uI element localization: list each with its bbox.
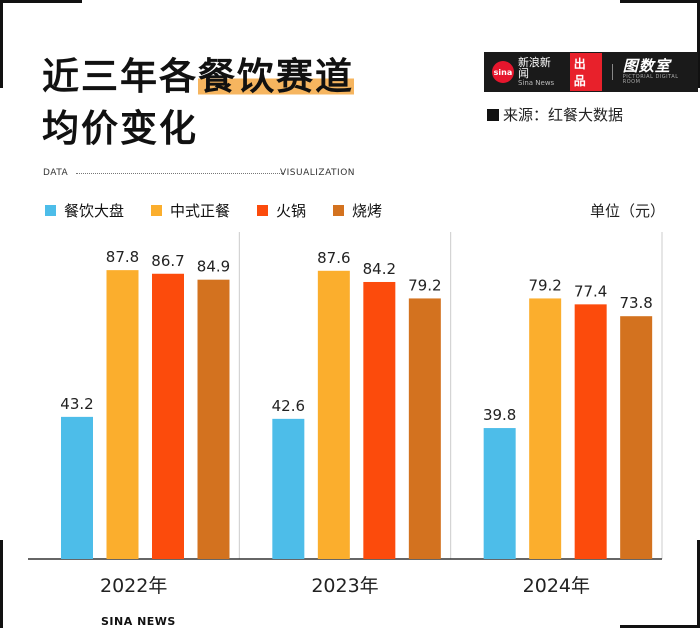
footer-brand: SINA NEWS	[101, 615, 176, 628]
bar	[197, 279, 230, 559]
data-label: 77.4	[574, 282, 607, 300]
band-right-label: VISUALIZATION	[280, 168, 356, 178]
page-title-line2: 均价变化	[42, 107, 198, 150]
bar	[529, 298, 562, 559]
bar	[408, 298, 441, 559]
x-tick-label: 2023年	[311, 575, 378, 597]
unit-label: 单位（元）	[590, 202, 666, 220]
bar	[272, 418, 305, 559]
source-note: 来源：红餐大数据	[487, 104, 623, 125]
brand-bar: sina 新浪新闻 Sina News 出品 图数室 PICTORIAL DIG…	[484, 52, 698, 92]
legend-item: 火锅	[257, 200, 306, 221]
data-label: 84.2	[363, 260, 396, 278]
x-tick-label: 2022年	[100, 575, 167, 597]
bar	[152, 273, 184, 559]
bar	[363, 281, 396, 559]
legend-item: 餐饮大盘	[45, 200, 124, 221]
bar	[483, 428, 516, 559]
legend-swatch	[45, 205, 56, 216]
data-label: 79.2	[408, 276, 441, 294]
data-label: 79.2	[528, 276, 561, 294]
title-highlight: 餐饮赛道	[198, 55, 354, 98]
x-tick-label: 2024年	[523, 575, 590, 597]
tushuo-logo: 图数室 PICTORIAL DIGITAL ROOM	[622, 56, 679, 85]
legend-swatch	[151, 205, 163, 216]
bar	[620, 316, 653, 559]
data-label: 84.9	[197, 258, 230, 276]
data-label: 42.6	[272, 397, 305, 415]
brand-name: 新浪新闻 Sina News	[517, 55, 555, 87]
frame-corner-br-h	[620, 625, 700, 628]
data-label: 39.8	[483, 406, 516, 424]
chupin-badge: 出品	[569, 53, 602, 91]
data-visualization-band: DATA VISUALIZATION	[43, 168, 357, 180]
legend-item: 烧烤	[333, 200, 382, 221]
page-title-line1: 近三年各餐饮赛道	[42, 55, 354, 98]
brand-divider	[611, 64, 613, 80]
frame-corner-br-v	[697, 540, 700, 628]
bar	[106, 270, 139, 559]
sina-logo-icon: sina	[492, 61, 514, 83]
data-label: 86.7	[151, 252, 184, 270]
band-left-label: DATA	[43, 168, 69, 178]
legend-swatch	[257, 205, 269, 216]
frame-corner-tl-h	[0, 0, 82, 3]
bar	[317, 270, 350, 559]
data-label: 87.6	[317, 249, 350, 267]
legend-item: 中式正餐	[151, 200, 230, 221]
bar	[61, 416, 93, 559]
frame-corner-tl-v	[0, 0, 3, 88]
chart-legend: 餐饮大盘 中式正餐 火锅 烧烤	[45, 200, 409, 221]
dotted-rule	[76, 173, 284, 174]
data-label: 73.8	[619, 294, 652, 312]
bar	[574, 304, 607, 559]
square-bullet-icon	[487, 108, 499, 121]
frame-corner-tr-h	[620, 0, 700, 3]
data-label: 43.2	[60, 395, 93, 413]
frame-corner-tr-v	[697, 0, 700, 88]
legend-swatch	[333, 205, 345, 216]
frame-corner-bl-v	[0, 540, 3, 628]
data-label: 87.8	[106, 248, 139, 266]
